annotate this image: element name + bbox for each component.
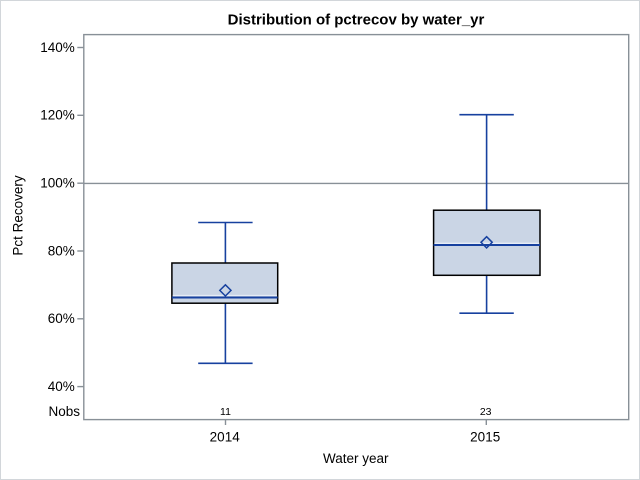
svg-text:80%: 80% — [48, 243, 75, 258]
svg-text:Water year: Water year — [323, 451, 389, 466]
svg-text:60%: 60% — [48, 311, 75, 326]
svg-text:140%: 140% — [40, 40, 75, 55]
svg-text:Distribution of pctrecov by wa: Distribution of pctrecov by water_yr — [228, 12, 485, 29]
svg-text:100%: 100% — [40, 176, 75, 191]
svg-text:120%: 120% — [40, 108, 75, 123]
svg-text:Nobs: Nobs — [48, 404, 80, 419]
svg-text:40%: 40% — [48, 379, 75, 394]
svg-text:Pct Recovery: Pct Recovery — [10, 175, 25, 256]
svg-text:2015: 2015 — [470, 429, 500, 444]
svg-text:2014: 2014 — [210, 429, 241, 444]
svg-text:23: 23 — [480, 406, 492, 418]
svg-text:11: 11 — [220, 406, 231, 418]
